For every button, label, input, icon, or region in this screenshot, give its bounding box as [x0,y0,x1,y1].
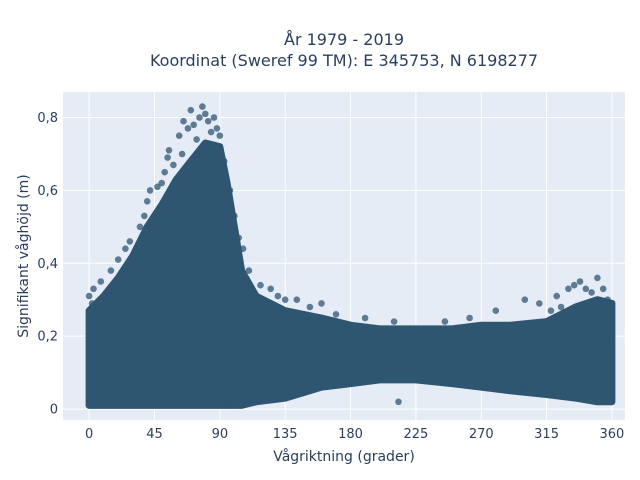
scatter-point [190,121,197,129]
scatter-point [390,318,398,325]
scatter-point [210,114,218,121]
y-tick-label: 0,8 [37,111,58,126]
scatter-point [267,285,275,293]
scatter-point [207,128,215,136]
scatter-point [88,300,96,307]
scatter-point [257,281,264,289]
scatter-point [193,136,200,143]
chart-title-line-1: År 1979 - 2019 [284,30,404,49]
scatter-point [274,292,282,300]
scatter-point [466,314,473,322]
scatter-cloud [85,139,616,409]
scatter-point [306,303,314,311]
scatter-point [557,303,565,311]
scatter-point [141,212,148,220]
chart-title-line-2: Koordinat (Sweref 99 TM): E 345753, N 61… [150,51,538,70]
scatter-point [180,117,187,125]
scatter-point [114,256,122,263]
scatter-point [318,300,325,307]
scatter-point [492,307,500,315]
x-tick-label: 45 [146,427,163,442]
scatter-point [599,285,607,293]
scatter-point [136,223,144,231]
scatter-point [165,147,173,154]
scatter-point [175,132,183,139]
scatter-point [196,114,203,121]
scatter-point [146,187,154,194]
scatter-point [604,296,611,304]
scatter-point [293,296,301,304]
scatter-point [281,296,289,304]
scatter-point [607,303,614,311]
y-axis-title: Signifikant våghöjd (m) [15,174,32,337]
scatter-point [107,267,115,274]
scatter-density-region [85,139,616,409]
y-tick-label: 0 [50,403,58,418]
scatter-point [213,125,221,132]
scatter-point [199,103,206,110]
scatter-point [122,245,129,252]
scatter-point [594,274,601,282]
scatter-point [441,318,449,325]
x-tick-label: 270 [469,427,494,442]
scatter-point [216,132,224,139]
scatter-point [245,267,253,274]
x-axis-title: Vågriktning (grader) [273,448,415,465]
scatter-point [570,281,578,289]
scatter-point [235,234,242,242]
scatter-point [395,398,402,406]
x-tick-label: 315 [534,427,559,442]
scatter-point [536,300,543,307]
scatter-point [576,278,584,285]
y-tick-label: 0,6 [37,184,58,199]
scatter-point [332,311,340,318]
scatter-point [164,154,171,161]
scatter-point [204,117,212,125]
scatter-point [220,157,228,165]
y-tick-label: 0,4 [37,257,58,272]
x-tick-label: 180 [338,427,363,442]
scatter-point [547,307,555,315]
x-tick-label: 90 [212,427,229,442]
scatter-point [202,110,209,118]
scatter-point [158,179,165,187]
scatter-point [582,285,590,293]
x-tick-label: 225 [403,427,428,442]
y-axis: 0 0,2 0,4 0,6 0,8 [37,111,58,418]
scatter-point [178,150,186,158]
scatter-point [223,402,231,409]
x-axis: 0 45 90 135 180 225 270 315 360 [85,427,624,442]
scatter-point [170,161,177,169]
scatter-point [143,198,151,205]
x-tick-label: 0 [85,427,93,442]
scatter-point [521,296,529,304]
scatter-point [85,292,93,300]
scatter-point [187,106,195,114]
y-tick-label: 0,2 [37,330,58,345]
scatter-point [184,125,192,132]
scatter-point [565,285,572,293]
scatter-point [361,314,369,322]
scatter-point [161,168,168,176]
scatter-point [521,387,529,395]
x-tick-label: 360 [600,427,625,442]
scatter-point [239,245,247,252]
scatter-point [90,285,97,293]
scatter-point [553,292,560,300]
scatter-point [588,289,595,296]
scatter-point [126,238,134,245]
scatter-point [97,278,105,285]
scatter-points [85,103,614,409]
scatter-point [154,183,161,191]
scatter-point [231,212,238,220]
x-tick-label: 135 [273,427,298,442]
scatter-point [226,187,234,194]
